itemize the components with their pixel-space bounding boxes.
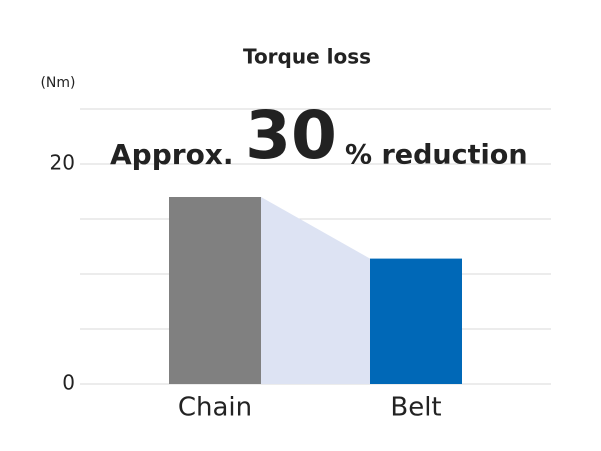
annotation-prefix: Approx.	[110, 138, 234, 171]
x-tick-label: Chain	[178, 393, 252, 423]
y-tick-label: 0	[62, 371, 75, 395]
x-tick-label: Belt	[390, 393, 441, 423]
y-tick-label: 20	[50, 151, 75, 175]
annotation-number: 30	[245, 97, 337, 174]
y-axis-label: (Nm)	[40, 75, 75, 91]
reduction-shade	[261, 197, 370, 384]
annotation-suffix: % reduction	[345, 140, 528, 171]
bar	[169, 197, 261, 384]
chart-title: Torque loss	[243, 45, 371, 69]
bar	[370, 258, 462, 384]
